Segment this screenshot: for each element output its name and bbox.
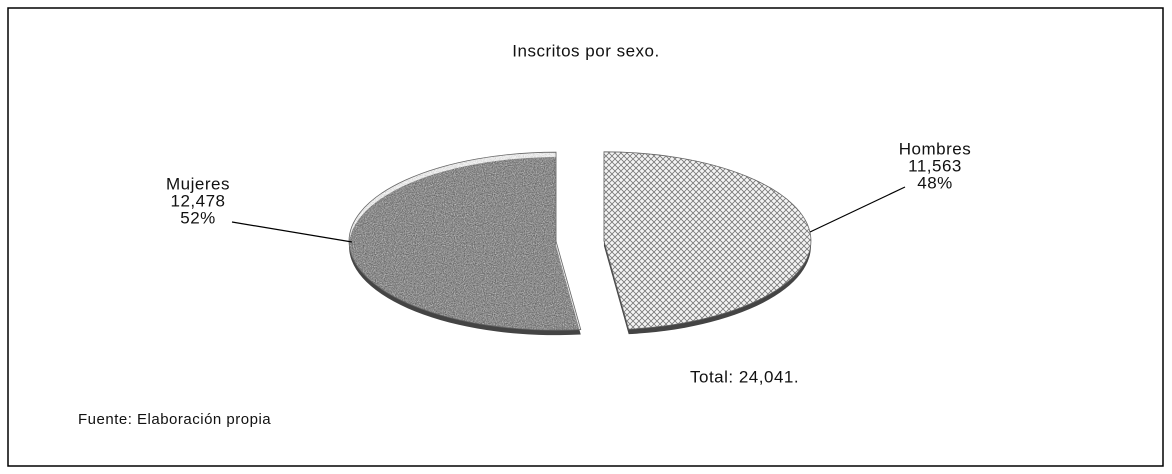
pie-slice — [348, 151, 582, 331]
total-annotation: Total: 24,041. — [690, 367, 799, 386]
percent-label: 52% — [180, 208, 216, 227]
frame — [7, 7, 1164, 467]
category-label: Hombres — [899, 139, 971, 158]
category-label: Mujeres — [166, 174, 230, 193]
chart-title: Inscritos por sexo. — [512, 41, 659, 60]
leader-line — [809, 186, 906, 233]
value-label: 12,478 — [171, 191, 226, 210]
leader-line — [231, 221, 353, 243]
percent-label: 48% — [917, 173, 953, 192]
value-label: 11,563 — [908, 156, 962, 175]
source-annotation: Fuente: Elaboración propia — [78, 411, 271, 428]
pie-slice — [603, 151, 812, 330]
